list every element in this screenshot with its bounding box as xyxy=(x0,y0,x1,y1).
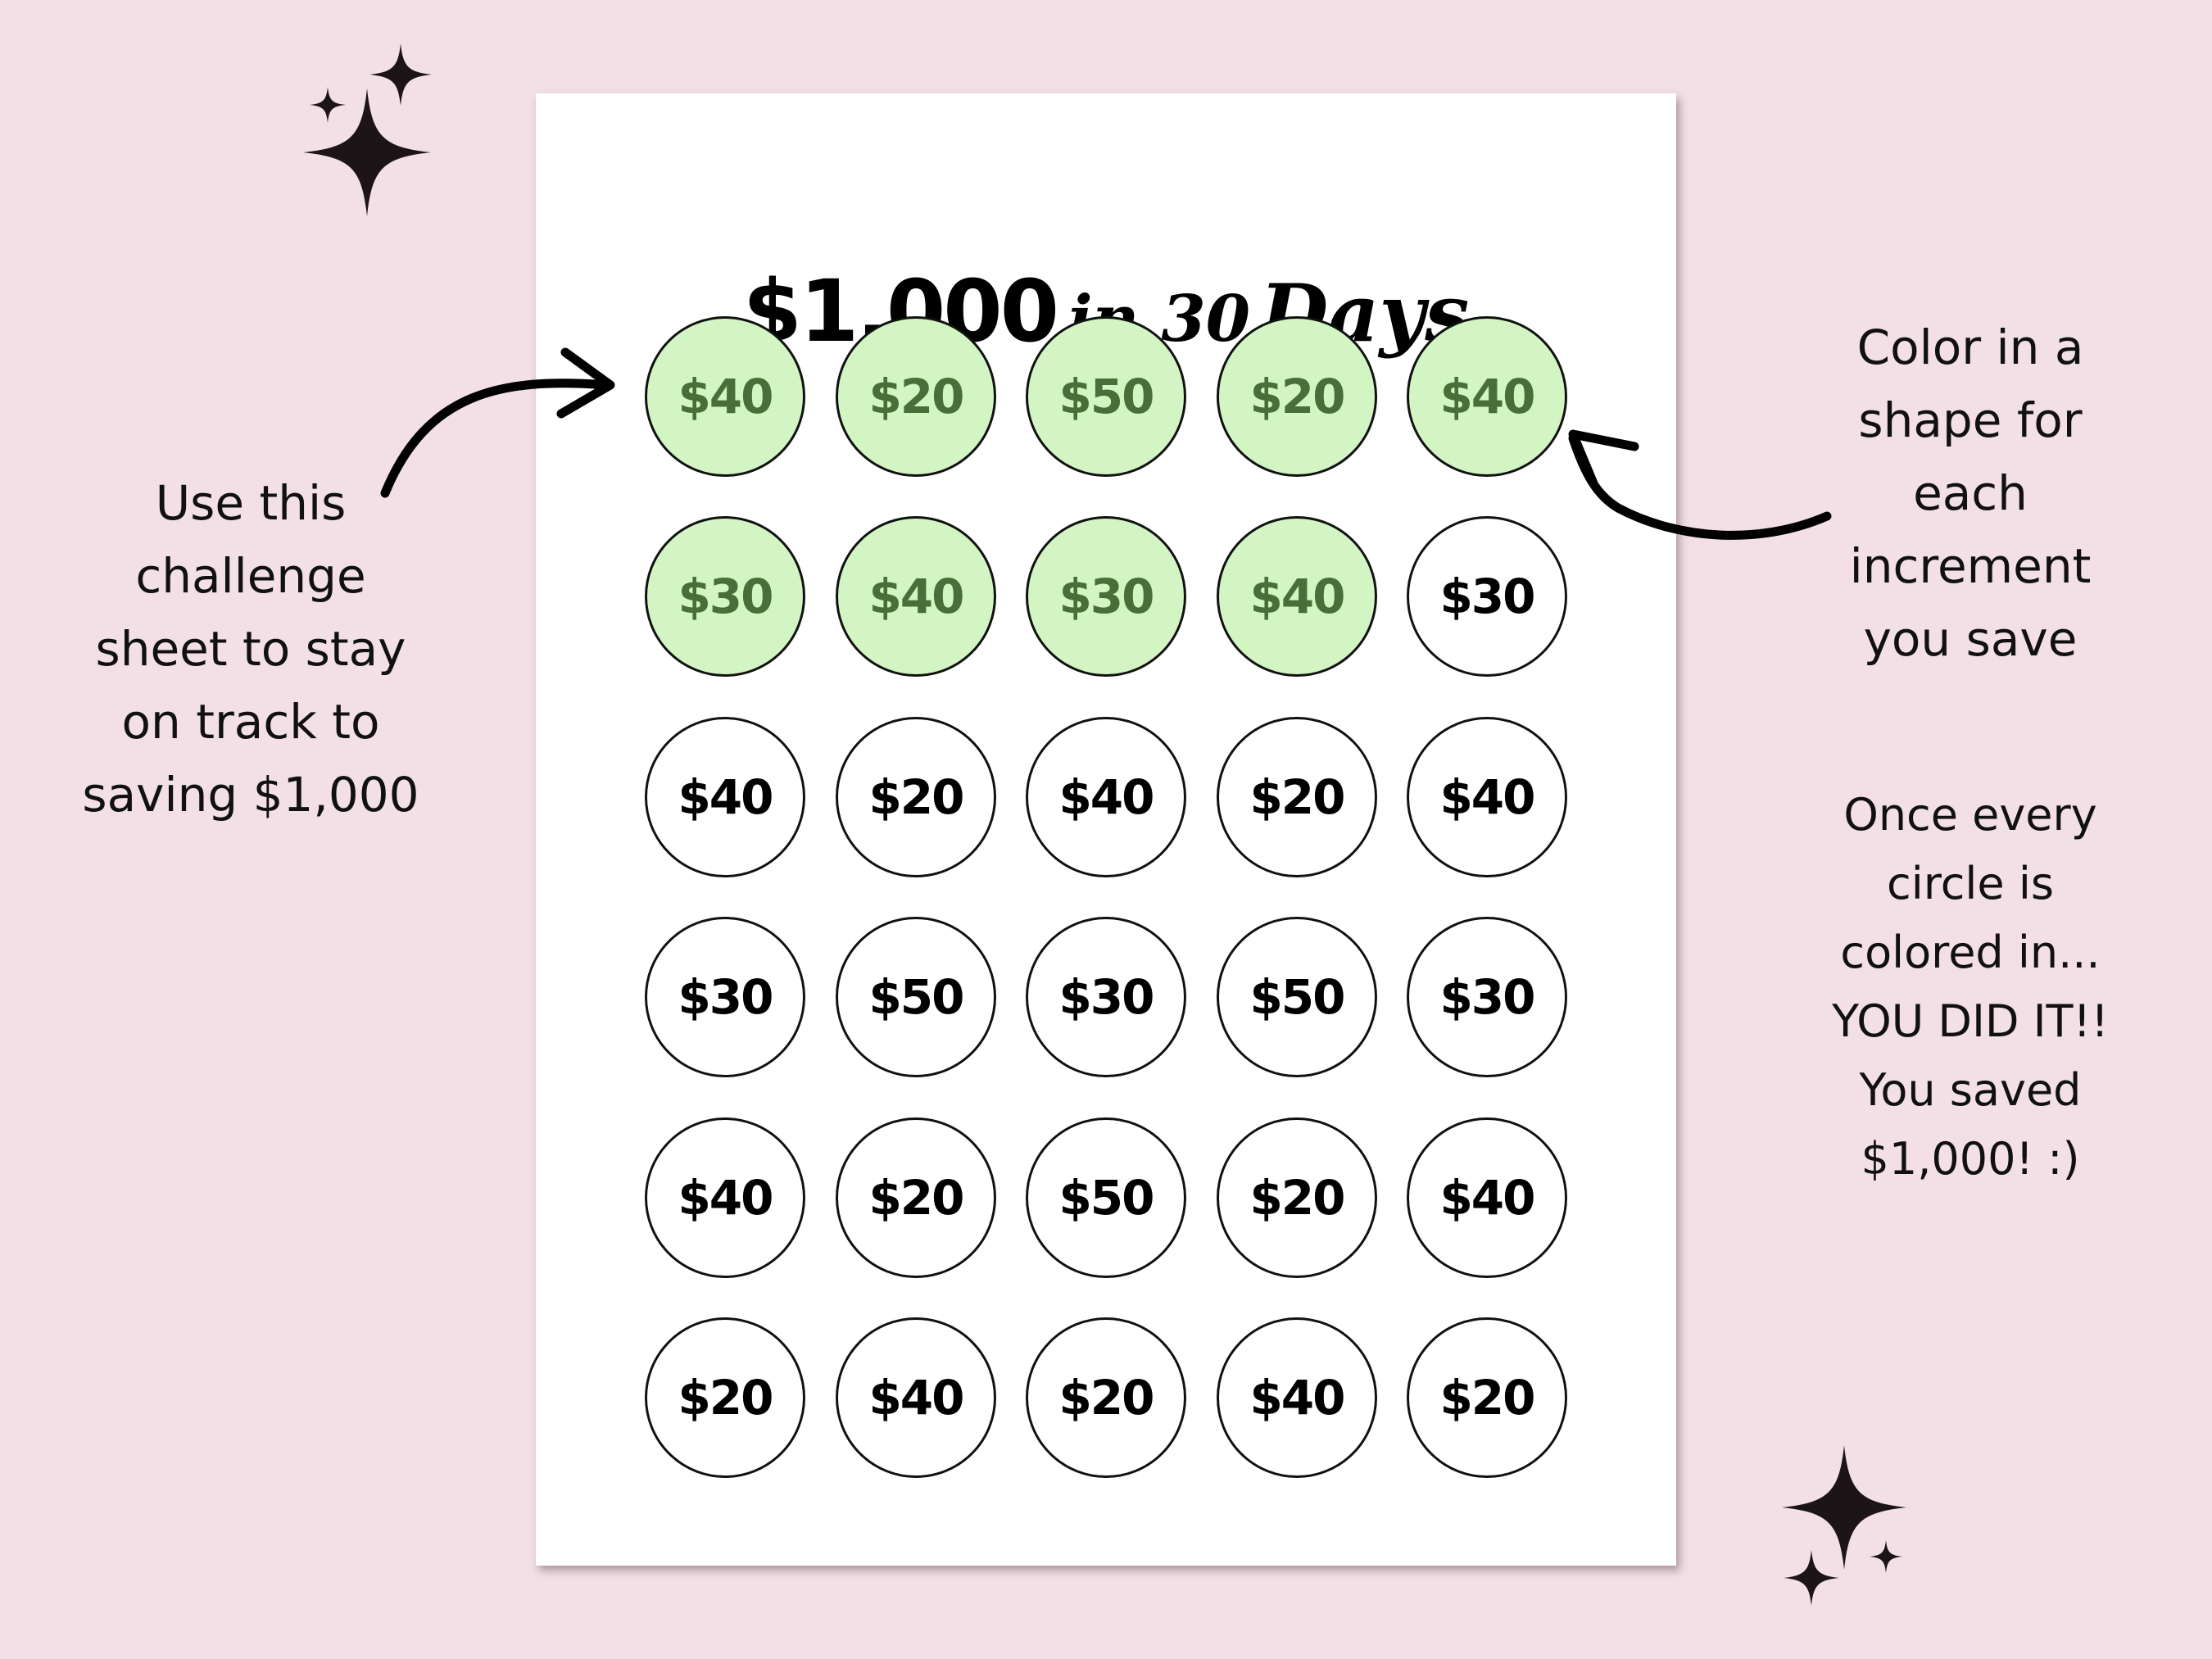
note-line: $1,000! :) xyxy=(1861,1133,2080,1185)
savings-circle[interactable]: $20 xyxy=(836,1117,996,1278)
savings-circle[interactable]: $40 xyxy=(1407,1117,1567,1278)
note-line: colored in... xyxy=(1840,927,2101,978)
savings-circle-filled[interactable]: $40 xyxy=(1217,516,1377,678)
savings-circle[interactable]: $50 xyxy=(836,917,996,1078)
note-line: shape for xyxy=(1858,392,2083,448)
completion-note: Once every circle is colored in... YOU D… xyxy=(1745,781,2196,1194)
savings-circle-filled[interactable]: $20 xyxy=(836,316,996,477)
savings-circle-filled[interactable]: $40 xyxy=(836,516,996,678)
note-line: circle is xyxy=(1887,858,2054,909)
arrow-head xyxy=(556,347,615,419)
savings-circle[interactable]: $40 xyxy=(645,1117,805,1278)
savings-circle-filled[interactable]: $50 xyxy=(1026,316,1186,477)
savings-circle[interactable]: $40 xyxy=(1217,1317,1377,1478)
curved-arrow-icon xyxy=(380,378,611,498)
savings-circle[interactable]: $30 xyxy=(1026,917,1186,1078)
savings-circle[interactable]: $40 xyxy=(1026,716,1186,877)
savings-circle-filled[interactable]: $30 xyxy=(1026,516,1186,678)
note-line: challenge xyxy=(135,548,366,604)
savings-circle[interactable]: $50 xyxy=(1026,1117,1186,1278)
note-line: each xyxy=(1913,465,2028,521)
note-line: Color in a xyxy=(1856,320,2084,375)
savings-circle[interactable]: $30 xyxy=(1407,516,1567,678)
note-line: you save xyxy=(1863,611,2078,667)
note-line: Once every xyxy=(1843,789,2097,841)
note-line: Use this xyxy=(155,475,347,531)
left-instruction: Use this challenge sheet to stay on trac… xyxy=(33,467,469,832)
curved-arrow-icon xyxy=(1568,433,1832,540)
savings-circle[interactable]: $20 xyxy=(645,1317,805,1478)
savings-circle-filled[interactable]: $40 xyxy=(645,316,805,477)
savings-circle[interactable]: $20 xyxy=(1217,716,1377,877)
savings-circle[interactable]: $30 xyxy=(645,917,805,1078)
challenge-sheet: $1,000 in 30 Days $40 $20 $50 $20 $40 $30 $40 $30… xyxy=(536,93,1676,1566)
sparkle-icon xyxy=(310,87,346,123)
sparkle-icon xyxy=(369,43,432,106)
savings-circle[interactable]: $20 xyxy=(1026,1317,1186,1478)
savings-circle[interactable]: $30 xyxy=(1407,917,1567,1078)
savings-circle[interactable]: $20 xyxy=(836,716,996,877)
right-instruction: Color in a shape for each increment you … xyxy=(1745,311,2196,676)
savings-circle[interactable]: $40 xyxy=(836,1317,996,1478)
savings-circle[interactable]: $20 xyxy=(1217,1117,1377,1278)
note-line: saving $1,000 xyxy=(82,767,419,823)
savings-circle-filled[interactable]: $30 xyxy=(645,516,805,678)
savings-circle[interactable]: $20 xyxy=(1407,1317,1567,1478)
savings-circle[interactable]: $40 xyxy=(1407,716,1567,877)
savings-circle[interactable]: $50 xyxy=(1217,917,1377,1078)
note-line: increment xyxy=(1849,538,2092,594)
note-line: sheet to stay xyxy=(95,621,406,677)
sparkle-icon xyxy=(1870,1540,1902,1573)
savings-circle[interactable]: $40 xyxy=(645,716,805,877)
arrow-head xyxy=(1568,429,1639,488)
note-line: on track to xyxy=(121,694,380,750)
sparkle-icon xyxy=(1784,1550,1839,1606)
savings-circle-filled[interactable]: $20 xyxy=(1217,316,1377,477)
note-line: YOU DID IT!! xyxy=(1832,995,2109,1047)
note-line: You saved xyxy=(1859,1064,2082,1116)
savings-circle-filled[interactable]: $40 xyxy=(1407,316,1567,477)
